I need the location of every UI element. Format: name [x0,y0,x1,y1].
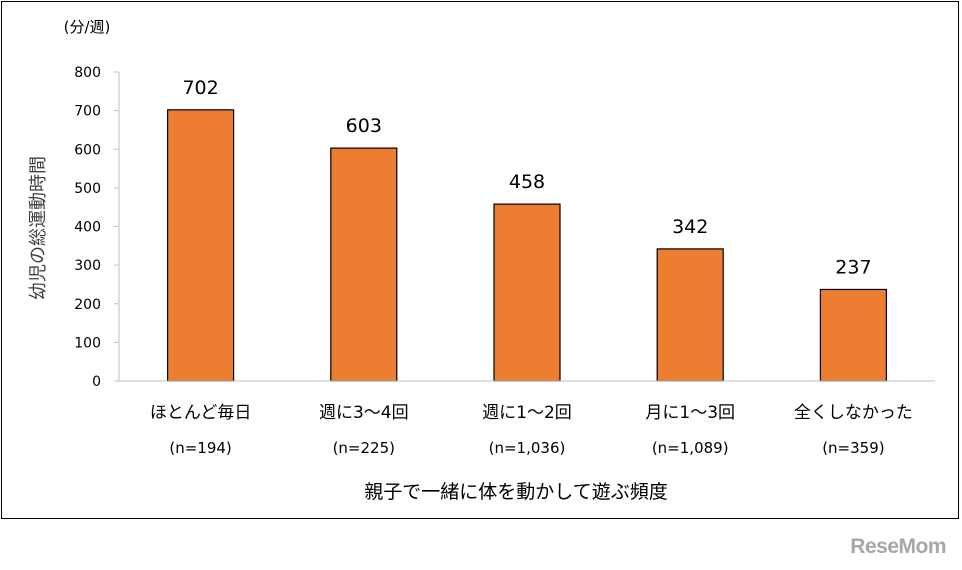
x-tick-sample-size: (n=194) [169,439,231,457]
y-tick-label: 700 [74,104,101,120]
x-tick-label: 月に1～3回 [645,403,735,423]
x-tick-label: 全くしなかった [794,403,913,423]
x-tick-sample-size: (n=1,089) [652,439,729,457]
y-tick-label: 400 [74,220,101,236]
bar [819,288,888,382]
data-label: 237 [835,256,871,278]
chart-frame [1,1,959,519]
y-tick-label: 600 [74,142,101,158]
x-tick-sample-size: (n=359) [822,439,884,457]
bar [167,109,235,382]
data-label: 458 [509,171,545,193]
data-label: 702 [182,77,218,99]
unit-label: (分/週) [64,18,111,36]
x-axis-title: 親子で一緒に体を動かして遊ぶ頻度 [364,481,667,503]
x-axis: ほとんど毎日 (n=194) 週に3～4回 (n=225) 週に1～2回 (n=1,036… [119,380,935,457]
bar [330,147,398,382]
bars: 702 603 458 342 237 [167,77,888,382]
x-tick-label: 週に3～4回 [319,403,409,423]
y-tick-label: 500 [74,181,101,197]
data-label: 342 [672,216,708,238]
y-tick-label: 0 [92,374,101,390]
y-tick-label: 200 [74,297,101,313]
y-axis: 0 100 200 300 400 500 600 700 800 [74,65,120,390]
y-axis-title: 幼児の総運動時間 [28,156,49,300]
y-tick-label: 800 [74,65,101,81]
data-label: 603 [346,115,382,137]
x-tick-label: ほとんど毎日 [150,403,252,423]
y-tick-label: 300 [74,258,101,274]
bar [656,248,724,382]
y-tick-label: 100 [74,335,101,351]
x-tick-label: 週に1～2回 [482,403,572,423]
x-tick-sample-size: (n=225) [333,439,395,457]
x-tick-sample-size: (n=1,036) [489,439,566,457]
bar [493,203,561,382]
resemom-logo: ReseMom [850,535,946,558]
